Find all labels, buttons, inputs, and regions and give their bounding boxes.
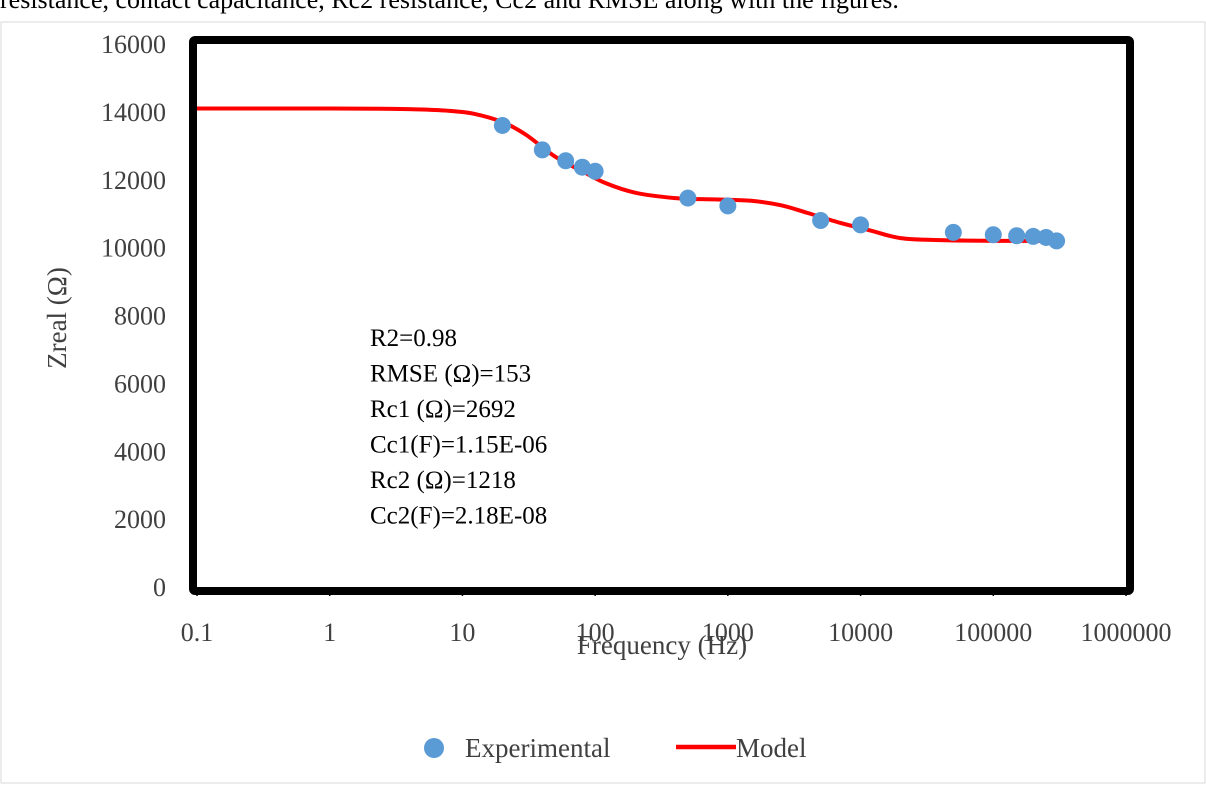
annotation-line: Cc1(F)=1.15E-06 — [370, 432, 547, 459]
x-axis-title: Frequency (Hz) — [577, 630, 747, 660]
data-point — [533, 141, 551, 159]
annotation-line: Rc2 (Ω)=1218 — [370, 467, 516, 494]
x-tick-label: 10 — [449, 618, 475, 647]
data-point — [812, 211, 830, 229]
y-tick-labels: 0 2000 4000 6000 8000 10000 12000 14000 16000 — [101, 30, 166, 602]
y-tick-label: 6000 — [114, 369, 166, 398]
data-point — [1024, 227, 1042, 245]
x-tick-label: 1000 — [702, 618, 754, 647]
annotation-line: Rc1 (Ω)=2692 — [370, 396, 516, 423]
x-tick-label: 0.1 — [181, 618, 214, 647]
legend-label-experimental: Experimental — [465, 733, 610, 763]
annotation-line: R2=0.98 — [370, 325, 457, 352]
data-point — [1008, 227, 1026, 245]
x-tick-label: 10000 — [828, 618, 893, 647]
data-point — [944, 223, 962, 241]
model-series — [196, 106, 1057, 243]
caption-fragment: resistance, contact capacitance, Rc2 res… — [0, 0, 899, 14]
y-tick-label: 14000 — [101, 98, 166, 127]
data-point — [852, 216, 870, 234]
annotation-line: Cc2(F)=2.18E-08 — [370, 503, 547, 530]
y-axis-title: Zreal (Ω) — [42, 267, 72, 369]
legend-marker-experimental — [424, 738, 444, 758]
y-tick-label: 8000 — [114, 302, 166, 331]
y-tick-label: 12000 — [101, 166, 166, 195]
data-point — [1048, 232, 1066, 250]
experimental-series — [493, 116, 1066, 250]
x-tick-labels: 0.1 1 10 100 1000 10000 100000 1000000 — [181, 618, 1172, 647]
data-point — [573, 158, 591, 176]
fit-annotations: R2=0.98 RMSE (Ω)=153 Rc1 (Ω)=2692 Cc1(F)=1.… — [370, 325, 547, 530]
x-tick-label: 1000000 — [1081, 618, 1172, 647]
legend-label-model: Model — [736, 733, 807, 763]
y-tick-label: 4000 — [114, 437, 166, 466]
chart-area-border — [0, 21, 1206, 784]
x-tick-label: 100000 — [954, 618, 1032, 647]
x-tick-label: 100 — [576, 618, 615, 647]
annotation-line: RMSE (Ω)=153 — [370, 361, 531, 388]
x-tick-label: 1 — [323, 618, 336, 647]
data-point — [719, 197, 737, 215]
y-tick-label: 2000 — [114, 505, 166, 534]
y-tick-label: 0 — [153, 573, 166, 602]
data-point — [679, 189, 697, 207]
data-point — [586, 162, 604, 180]
legend: Experimental Model — [424, 733, 807, 763]
data-point — [984, 226, 1002, 244]
plot-area-border — [189, 36, 1134, 595]
y-tick-label: 10000 — [101, 234, 166, 263]
data-point — [493, 116, 511, 134]
data-point — [557, 152, 575, 170]
y-tick-label: 16000 — [101, 30, 166, 59]
model-line — [196, 106, 1057, 243]
x-tick-marks — [196, 587, 1127, 596]
